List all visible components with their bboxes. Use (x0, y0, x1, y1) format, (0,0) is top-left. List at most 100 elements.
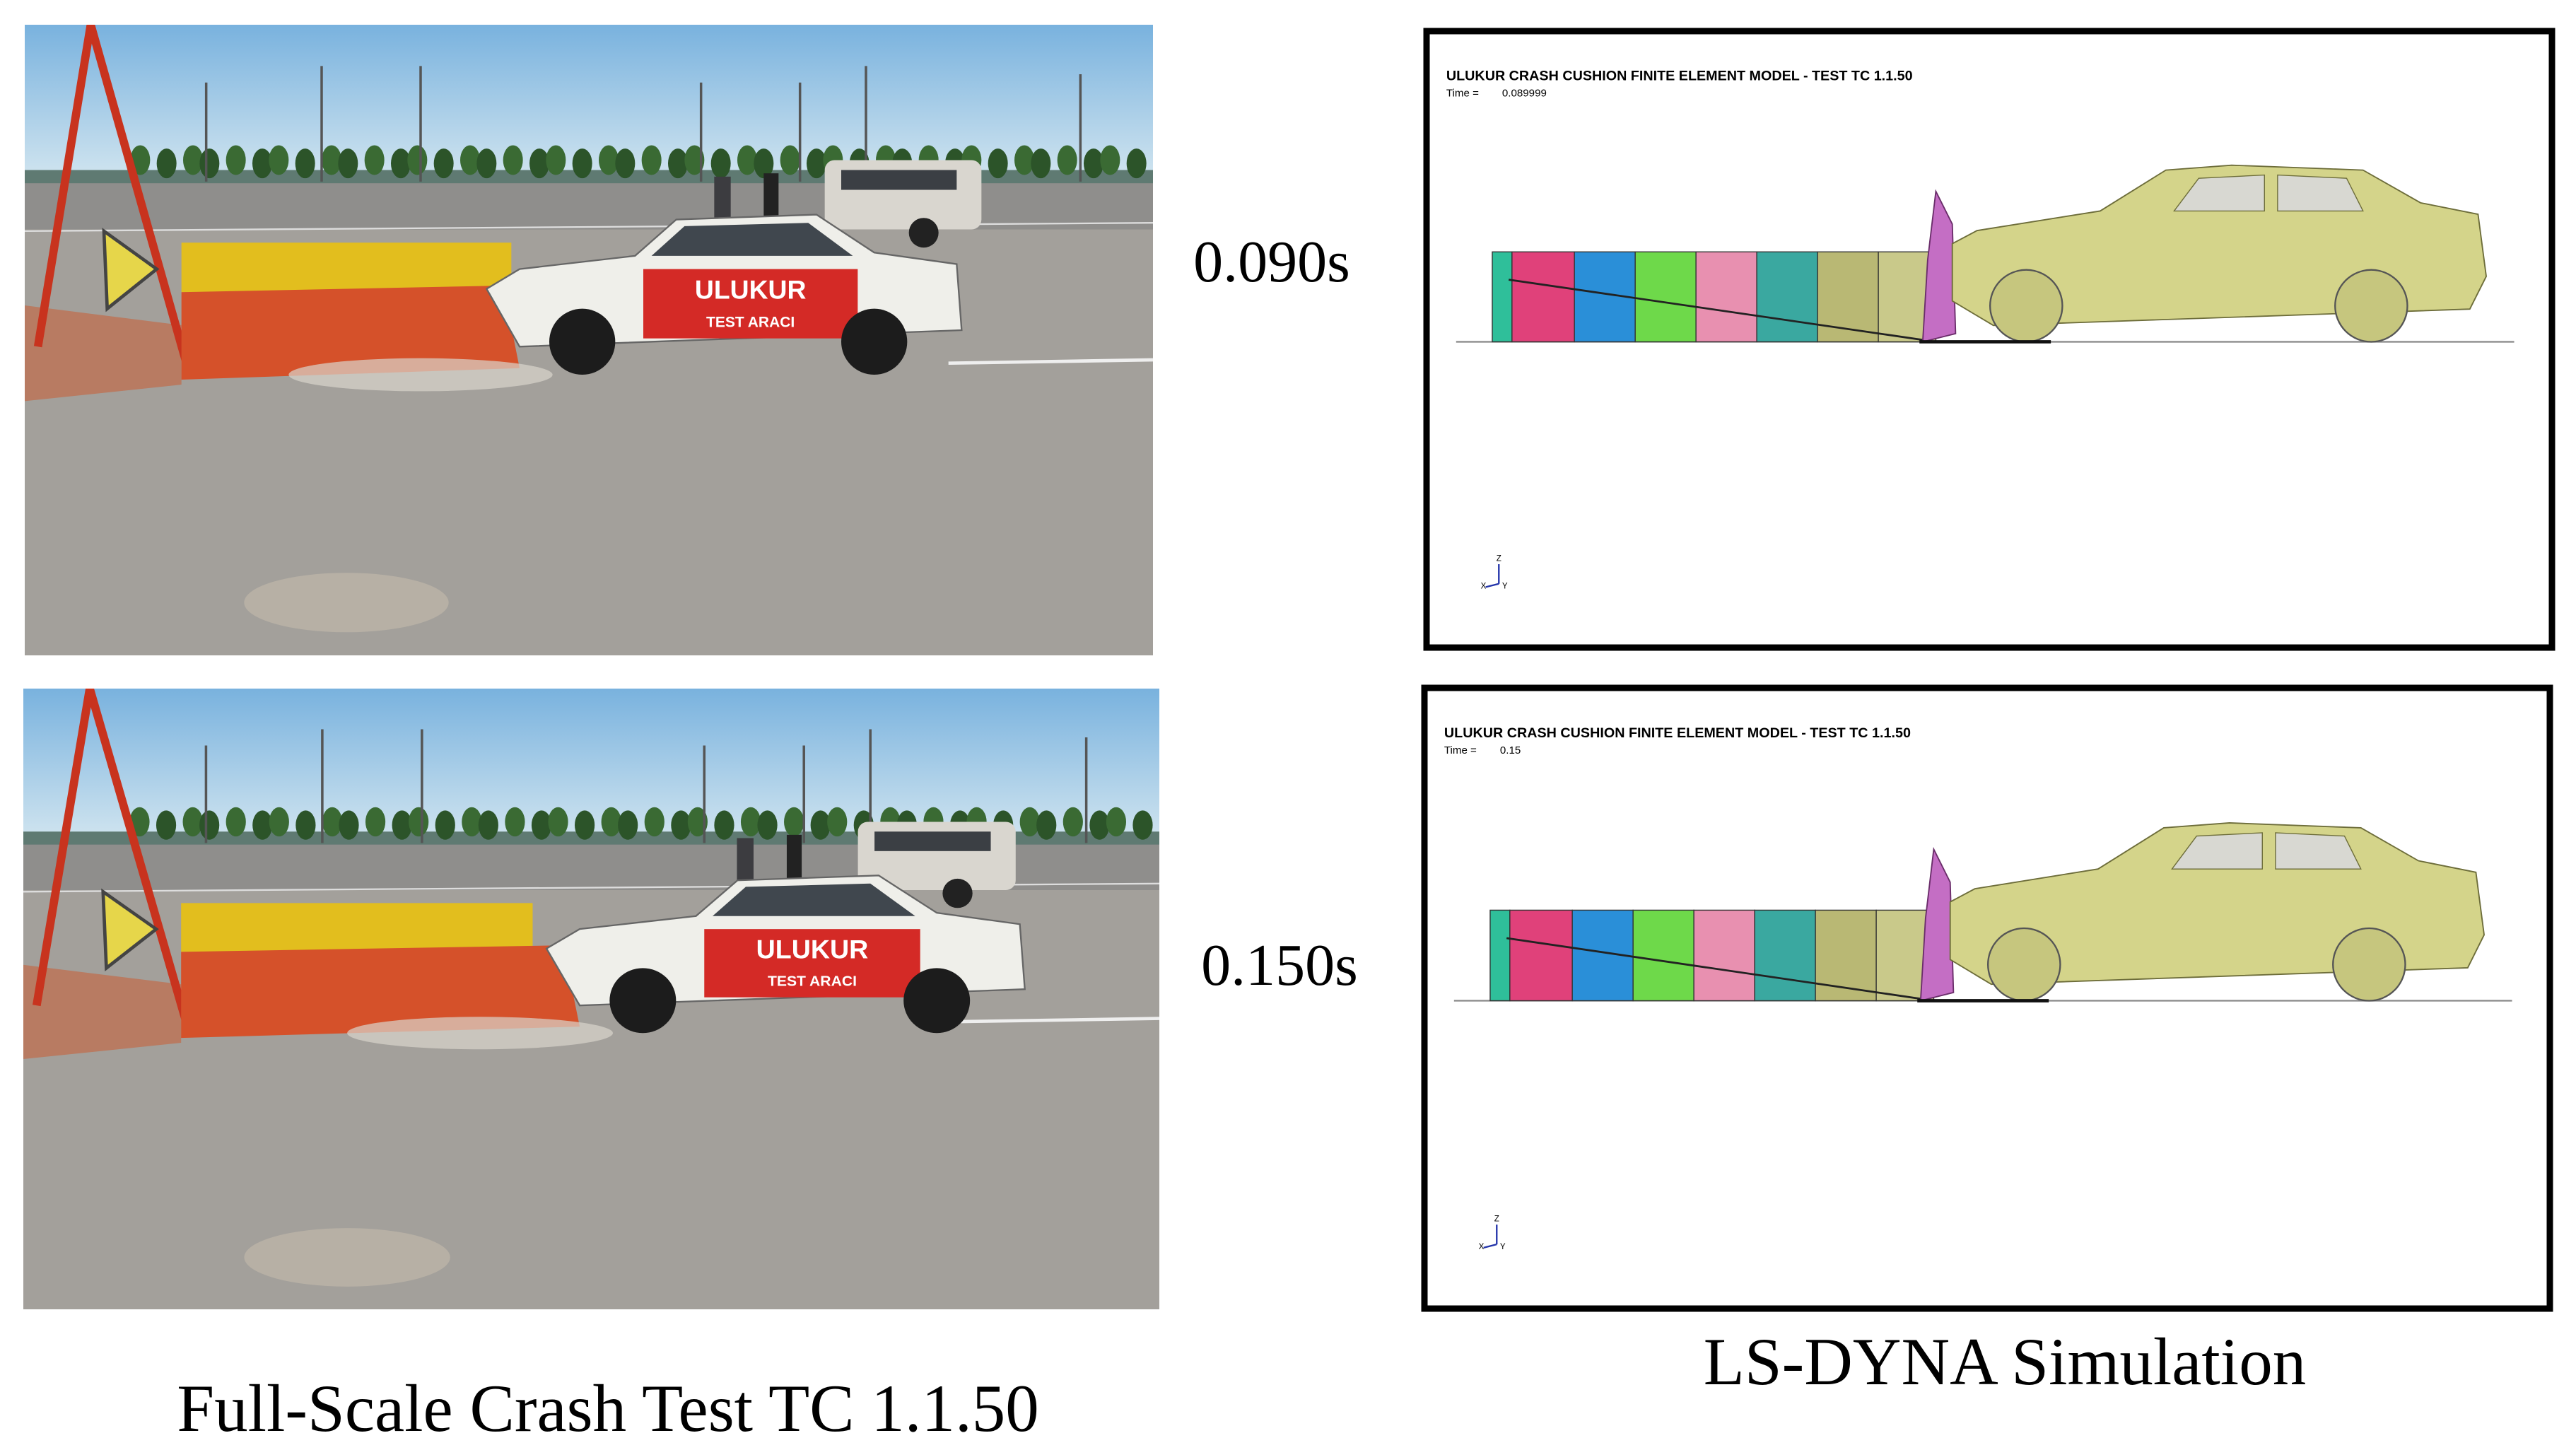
car-window (713, 883, 915, 916)
curb (23, 964, 182, 1060)
sign-text: ULUKUR (756, 935, 869, 964)
tree (572, 148, 592, 179)
tree (710, 148, 731, 179)
triad-label: Y (1502, 583, 1508, 591)
suv-window (841, 170, 957, 190)
tree (476, 148, 497, 179)
triad-axis (1485, 583, 1499, 588)
nose-piece (1919, 847, 1955, 1002)
tree (1014, 145, 1034, 175)
tree (338, 148, 358, 179)
tree (548, 807, 568, 837)
tree (668, 148, 688, 179)
cushion-bay (1632, 909, 1694, 1002)
tree (827, 807, 848, 837)
lane-line (948, 358, 1153, 366)
tree (615, 148, 636, 179)
tree (531, 810, 552, 840)
sign-text: TEST ARACI (706, 314, 795, 330)
tree (269, 145, 289, 175)
tree (599, 145, 619, 175)
tree (810, 810, 831, 840)
pole (33, 25, 95, 348)
cushion-bay (1634, 251, 1697, 343)
tree (575, 810, 595, 840)
sign-text: TEST ARACI (768, 974, 857, 990)
cushion-bay (1509, 909, 1573, 1002)
tree (478, 810, 498, 840)
tree (433, 148, 454, 179)
tree (252, 810, 273, 840)
tree (226, 145, 246, 175)
dust (288, 358, 553, 392)
caption: LS-DYNA Simulation (1704, 1324, 2306, 1399)
wheel (841, 308, 908, 375)
wheel (609, 968, 677, 1034)
cushion-bay (1693, 909, 1755, 1002)
tree (780, 145, 800, 175)
wheel (2332, 927, 2406, 1002)
triad-label: Y (1500, 1242, 1506, 1251)
tree (1031, 148, 1051, 179)
tree (1019, 807, 1040, 837)
far-road (25, 180, 1153, 230)
tree (1062, 807, 1083, 837)
car-window (651, 223, 853, 256)
nose-piece (1921, 189, 1957, 343)
tree (684, 145, 705, 175)
cushion-bay (1511, 251, 1575, 343)
patch (244, 1228, 450, 1287)
tree (644, 807, 665, 837)
sim-time-value: 0.089999 (1502, 88, 1547, 100)
wheel (903, 968, 971, 1034)
car-window (2171, 832, 2263, 870)
tree (252, 148, 272, 179)
tree (156, 810, 177, 840)
tree (546, 145, 566, 175)
tree (1132, 810, 1153, 840)
tree (1057, 145, 1077, 175)
tree (529, 148, 549, 179)
tree (687, 807, 708, 837)
sim-time-label: Time = (1444, 744, 1477, 756)
pole (86, 25, 194, 376)
sim-frame: ULUKUR CRASH CUSHION FINITE ELEMENT MODE… (1446, 68, 2514, 591)
tree (295, 148, 315, 179)
car-window (2277, 174, 2364, 212)
tree (714, 810, 734, 840)
cushion-bay (1489, 909, 1511, 1002)
suv-wheel (908, 218, 939, 248)
tree (295, 810, 316, 840)
tree (505, 807, 525, 837)
tree (757, 810, 778, 840)
tree (1100, 145, 1120, 175)
cushion-bay (1492, 251, 1513, 343)
time-label: 0.090s (1193, 229, 1350, 295)
tree (183, 145, 203, 175)
tree (807, 148, 826, 179)
tree (1084, 148, 1103, 179)
car-sign (643, 269, 858, 339)
tree (740, 807, 761, 837)
wheel (1986, 927, 2061, 1002)
tree (754, 148, 774, 179)
cushion-bay (1756, 251, 1818, 343)
triad-label: Z (1494, 1215, 1499, 1224)
cable (1509, 279, 1936, 343)
arrow-sign (101, 888, 159, 971)
photo-frame: ULUKUR TEST ARACI (25, 25, 1153, 655)
barrier (181, 945, 580, 1039)
suv-wheel (942, 878, 973, 908)
caption: Full-Scale Crash Test TC 1.1.50 (177, 1371, 1039, 1446)
tree (462, 807, 482, 837)
tree (1036, 810, 1057, 840)
wheel (1989, 269, 2063, 343)
arrow-sign (102, 228, 160, 312)
tree (503, 145, 523, 175)
triad-label: Z (1497, 554, 1501, 563)
tree (199, 148, 220, 179)
tree (365, 807, 386, 837)
cushion-bay (1754, 909, 1816, 1002)
triad-label: X (1481, 583, 1487, 591)
